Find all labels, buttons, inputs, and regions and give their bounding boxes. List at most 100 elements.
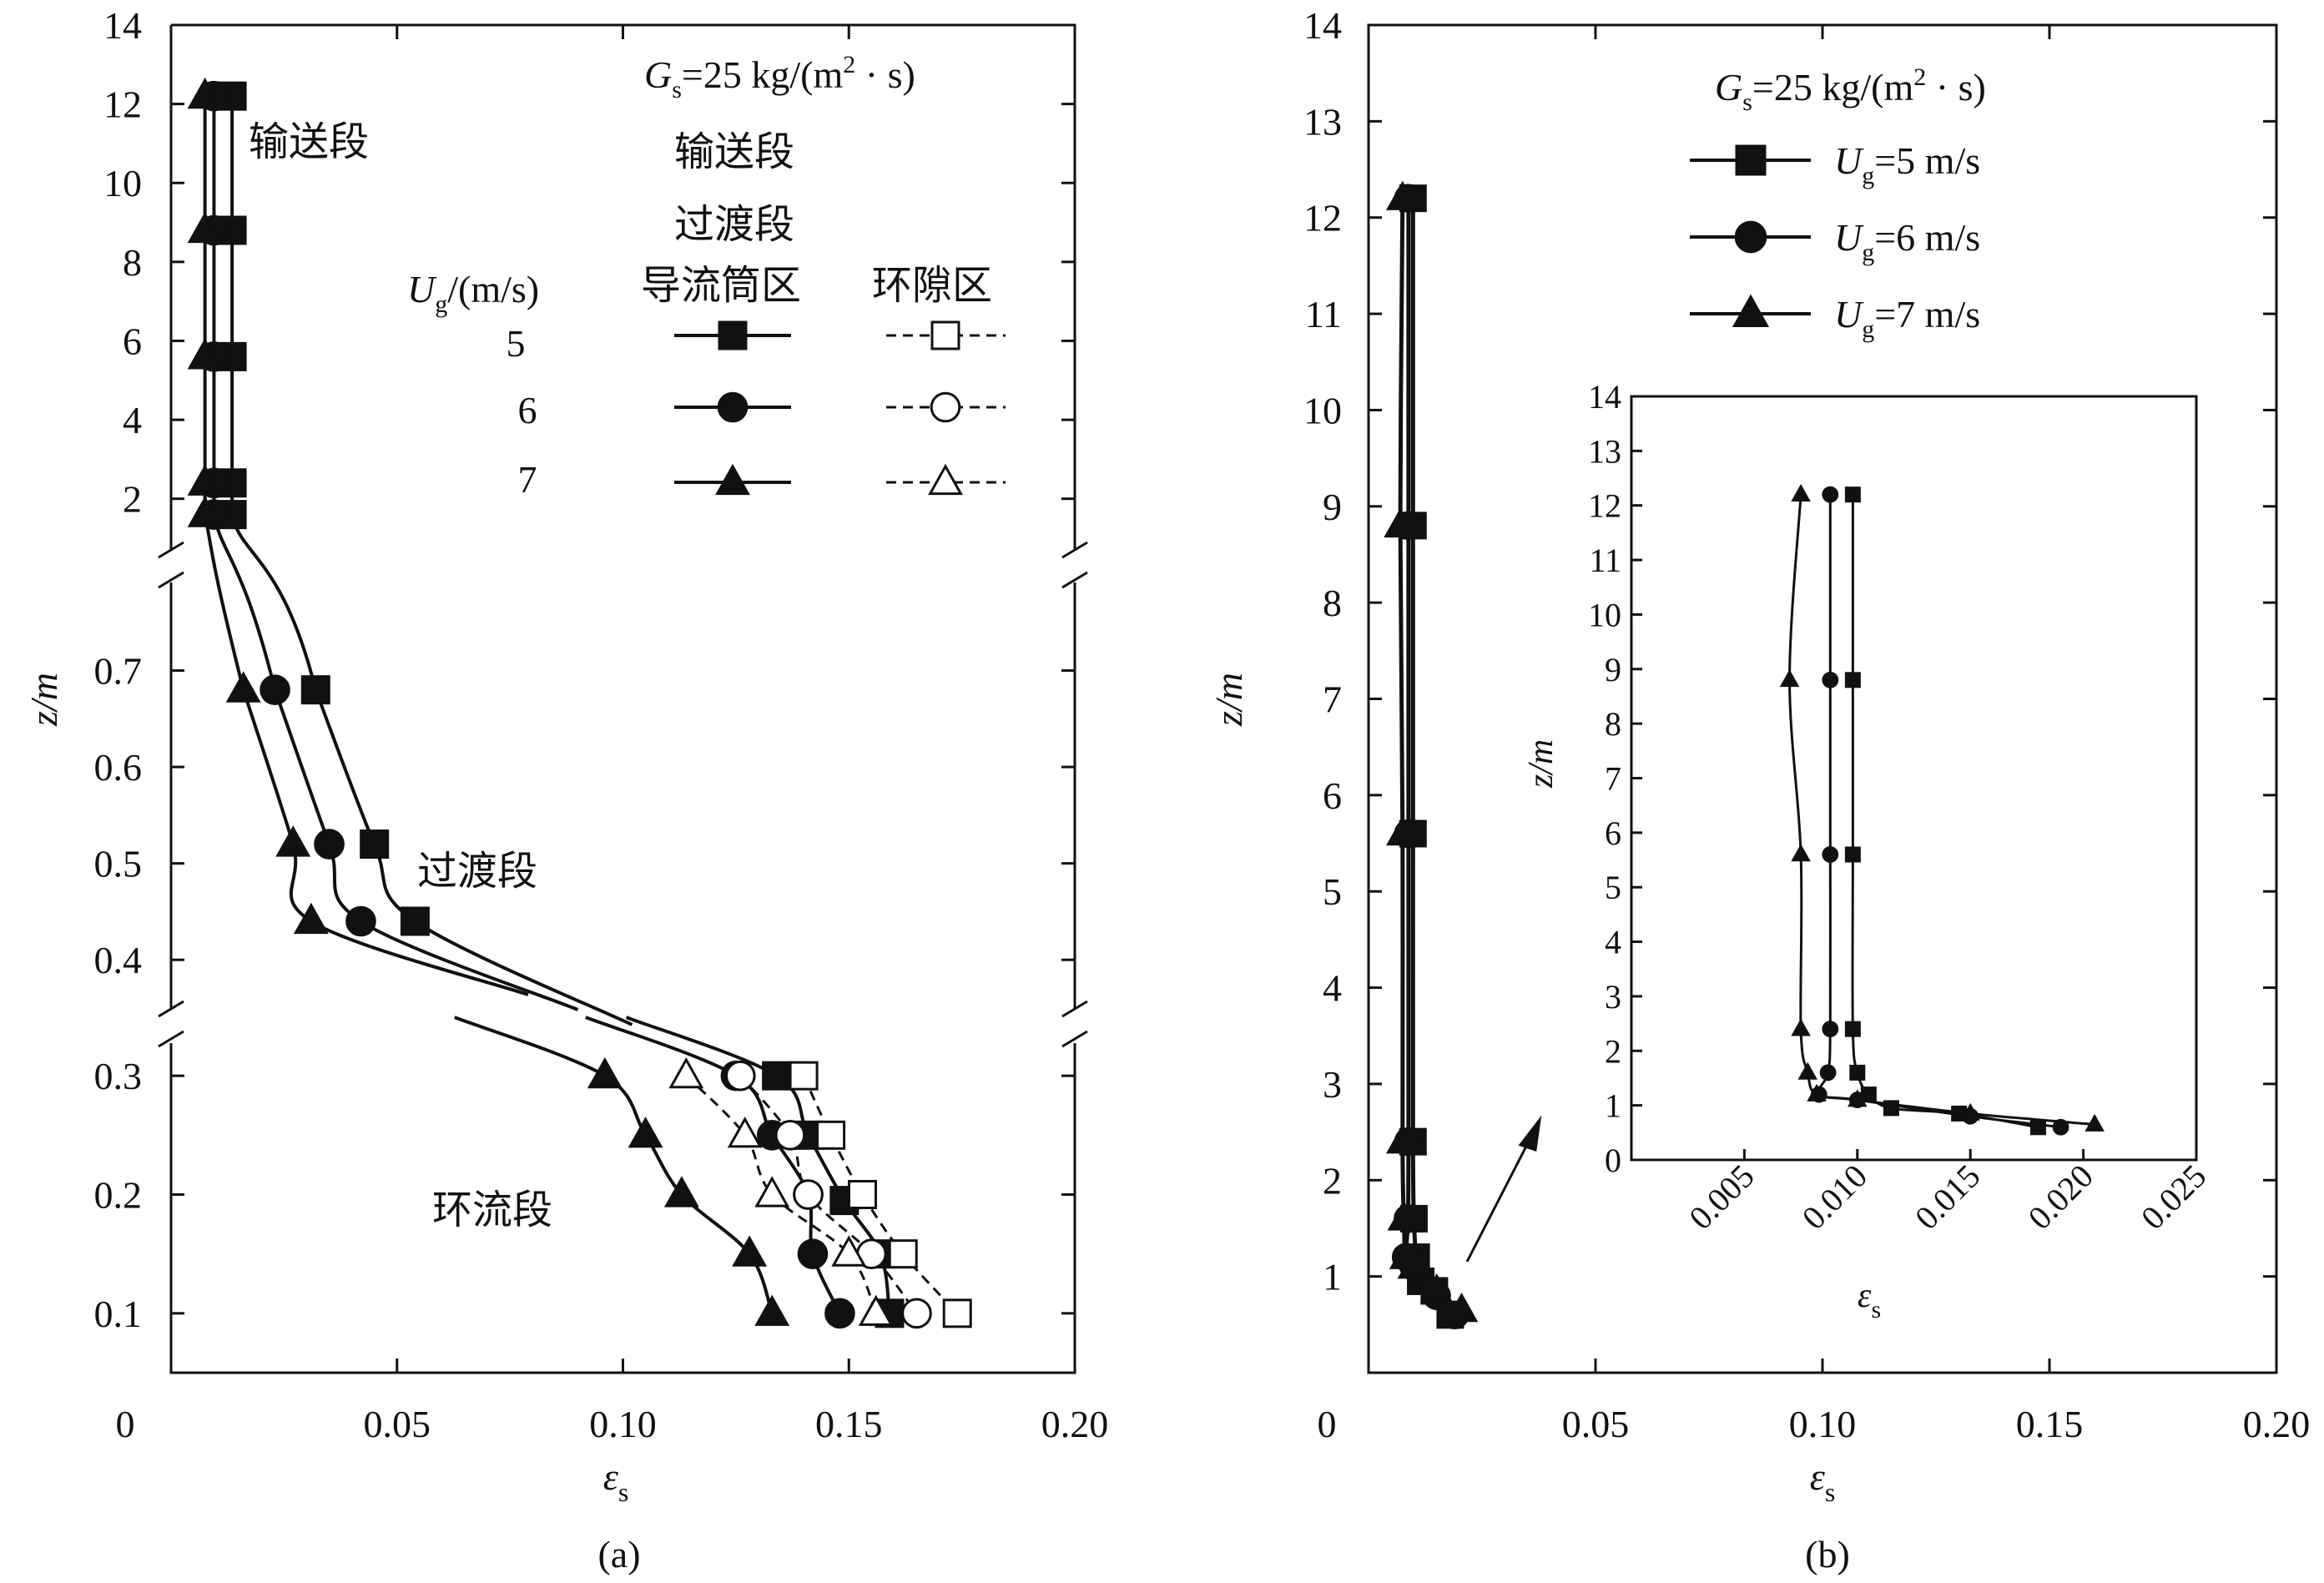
y-tick-label: 11 — [1305, 293, 1342, 335]
x-tick-label: 0.15 — [2016, 1403, 2084, 1445]
data-point-circle — [774, 1120, 806, 1151]
x-tick-label: 0.05 — [1562, 1403, 1630, 1445]
data-point-triangle — [275, 825, 311, 857]
y-tick-label: 6 — [1323, 774, 1342, 817]
y-tick-label: 13 — [1303, 100, 1342, 143]
data-point-circle — [797, 1238, 829, 1269]
inset-frame — [1630, 395, 2198, 1162]
series-curve-transition — [314, 688, 633, 1026]
legend-a-vel-5: 5 — [507, 322, 526, 365]
inset-x-tick-label: 0.010 — [1795, 1157, 1874, 1237]
data-point-circle — [724, 1060, 756, 1091]
data-point-triangle — [1385, 815, 1419, 846]
y-tick-label: 12 — [1303, 197, 1342, 239]
data-point-triangle — [831, 1235, 867, 1267]
legend-b-entry-2: Ug=6 m/s — [1834, 216, 1980, 266]
legend-a-vel-7: 7 — [518, 458, 537, 501]
inset-y-tick-label: 0 — [1605, 1142, 1621, 1179]
inset-point-circle — [1819, 1064, 1837, 1081]
inset-point-circle — [1822, 846, 1839, 863]
data-point-triangle — [858, 1294, 894, 1326]
y-tick-label: 2 — [123, 478, 142, 521]
data-point-square — [300, 675, 330, 705]
data-point-triangle — [727, 1117, 763, 1148]
legend-b-entry-3: Ug=7 m/s — [1834, 293, 1980, 343]
data-point-circle — [345, 905, 376, 937]
inset-x-tick-label: 0.025 — [2134, 1157, 2213, 1237]
data-point-triangle — [587, 1056, 623, 1089]
x-tick-label: 0.15 — [815, 1403, 883, 1445]
y-tick-label: 8 — [123, 241, 142, 284]
data-point-triangle — [225, 671, 261, 703]
inset-y-tick-label: 3 — [1605, 978, 1621, 1016]
inset-y-tick-label: 10 — [1588, 596, 1621, 633]
data-point-triangle — [187, 338, 223, 370]
inset-x-tick-label: 0.005 — [1681, 1157, 1761, 1237]
y-tick-label: 3 — [1323, 1063, 1342, 1106]
x-tick-label: 0.20 — [1041, 1403, 1109, 1445]
y-tick-label: 5 — [1323, 870, 1342, 913]
panel-b-frame — [1367, 23, 2278, 1374]
inset-x-tick-label: 0.015 — [1908, 1157, 1987, 1237]
legend-key-square-filled — [718, 320, 748, 350]
legend-a-condition: Gs=25 kg/(m2 · s) — [644, 51, 915, 103]
legend-b-entry-1: Ug=5 m/s — [1834, 139, 1980, 189]
data-point-triangle — [1419, 1273, 1454, 1303]
data-point-square — [789, 1061, 819, 1091]
panel-b-xlabel: εs — [1810, 1455, 1836, 1507]
inset-point-triangle — [1791, 1018, 1811, 1036]
series-curve-bridge — [230, 514, 318, 691]
panel-a-legend: Gs=25 kg/(m2 · s) 输送段 过渡段 Ug/(m/s) 导流筒区 … — [407, 51, 1006, 501]
y-tick-label: 14 — [103, 4, 142, 47]
inset-ylabel: z/m — [1522, 739, 1560, 789]
y-tick-label: 0.2 — [94, 1174, 143, 1217]
data-point-square — [400, 906, 430, 936]
panel-a-markers — [187, 77, 972, 1329]
inset-y-tick-label: 9 — [1605, 651, 1621, 688]
data-point-square — [888, 1239, 918, 1269]
inset-y-tick-label: 13 — [1588, 432, 1621, 470]
series-curve-annulus — [685, 1075, 878, 1314]
inset-y-tick-label: 14 — [1588, 378, 1621, 416]
y-tick-label: 1 — [1323, 1256, 1342, 1298]
legend-key-triangle-filled — [715, 463, 750, 496]
inset-xlabel: εs — [1858, 1277, 1881, 1323]
legend-a-col-annulus: 环隙区 — [872, 264, 992, 308]
annotation-transition: 过渡段 — [417, 849, 537, 894]
inset-y-tick-label: 2 — [1605, 1032, 1621, 1070]
data-point-triangle — [628, 1117, 663, 1148]
panel-a-ticks: 0 0.05 0.10 0.15 0.2024681012140.40.50.60.70… — [94, 4, 1109, 1445]
inset-pointer-arrow — [1465, 1115, 1542, 1263]
inset-point-square — [1844, 486, 1861, 503]
annotation-conveying: 输送段 — [249, 120, 369, 164]
inset-point-square — [1883, 1100, 1899, 1117]
panel-a-ylabel: z/m — [23, 673, 65, 727]
data-point-circle — [260, 674, 290, 705]
data-point-triangle — [1387, 1201, 1421, 1231]
data-point-triangle — [187, 464, 223, 496]
inset-point-square — [1844, 672, 1861, 688]
y-tick-label: 0.4 — [94, 939, 143, 981]
inset-point-triangle — [2085, 1113, 2105, 1132]
x-tick-label: 0.20 — [2243, 1403, 2311, 1445]
x-tick-label: 0 — [116, 1403, 135, 1445]
inset-y-tick-label: 12 — [1588, 487, 1621, 525]
inset-y-tick-label: 8 — [1605, 705, 1621, 743]
data-point-square — [942, 1298, 972, 1328]
inset-point-triangle — [1848, 1089, 1868, 1107]
x-tick-label: 0 — [1318, 1403, 1337, 1445]
y-tick-label: 8 — [1323, 582, 1342, 624]
series-curve-transition — [273, 689, 579, 1011]
panel-a-caption: (a) — [597, 1533, 640, 1575]
inset-point-circle — [2052, 1118, 2069, 1136]
data-point-circle — [901, 1298, 932, 1329]
panel-b-legend: Gs=25 kg/(m2 · s) Ug=5 m/s Ug=6 m/s Ug=7… — [1690, 63, 1986, 343]
y-tick-label: 10 — [1303, 389, 1342, 431]
inset-point-triangle — [1797, 1061, 1817, 1080]
y-tick-label: 9 — [1323, 486, 1342, 528]
inset-y-tick-label: 6 — [1605, 814, 1621, 852]
